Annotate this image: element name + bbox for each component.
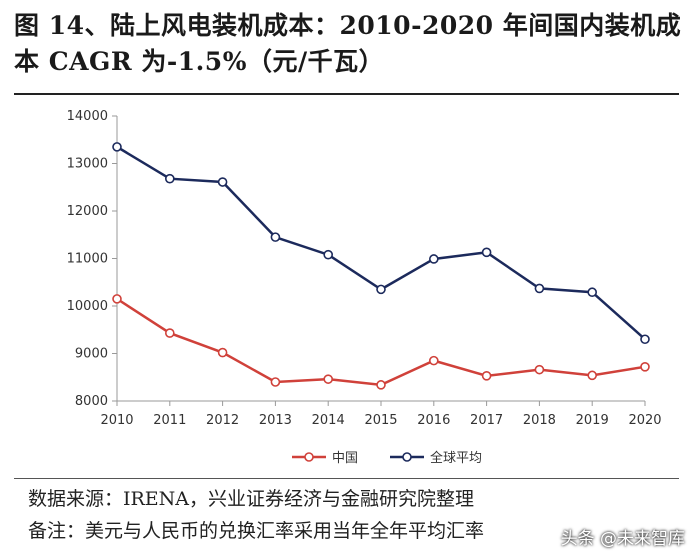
y-tick-label: 9000 [75, 347, 108, 362]
data-point-global-average [428, 254, 439, 264]
data-point-global-average [587, 287, 598, 298]
footnote: 备注：美元与人民币的兑换汇率采用当年全年平均汇率 [28, 520, 485, 542]
data-point-china [640, 361, 650, 372]
watermark: 头条 @未来智库 [560, 529, 685, 549]
data-point-global-average [323, 249, 334, 260]
data-point-global-average [217, 177, 228, 187]
y-tick-label: 14000 [67, 109, 108, 124]
data-point-global-average [534, 283, 545, 294]
legend-label-global-average: 全球平均 [430, 450, 482, 466]
legend-label-china: 中国 [332, 451, 358, 466]
data-point-china [165, 328, 175, 338]
data-point-china [270, 377, 281, 387]
data-point-global-average [112, 142, 122, 152]
x-tick-label: 2012 [206, 413, 239, 428]
data-point-china [481, 371, 492, 381]
data-point-global-average [270, 232, 281, 242]
x-tick-label: 2017 [470, 413, 503, 428]
x-tick-label: 2018 [523, 413, 556, 428]
data-point-global-average [640, 334, 650, 345]
legend-marker-china [304, 452, 314, 462]
x-tick-label: 2015 [364, 413, 397, 428]
chart-legend: 中国 全球平均 [292, 450, 482, 466]
chart-title: 图 14、陆上风电装机成本：2010-2020 年间国内装机成本 CAGR 为-… [14, 11, 682, 76]
title-divider [14, 93, 679, 95]
x-tick-label: 2013 [259, 413, 292, 428]
y-tick-label: 11000 [67, 252, 108, 267]
x-tick-label: 2014 [312, 413, 345, 428]
line-chart: 8000 9000 10000 11000 12000 13000 14000 2010 201… [67, 109, 662, 466]
data-point-china [376, 380, 386, 390]
x-tick-label: 2019 [576, 413, 609, 428]
x-tick-label: 2020 [628, 413, 661, 428]
x-tick-label: 2016 [417, 413, 450, 428]
data-point-global-average [165, 173, 175, 184]
data-point-china [428, 355, 439, 366]
data-point-china [587, 370, 598, 381]
x-tick-label: 2010 [100, 413, 133, 428]
chart-axes: 8000 9000 10000 11000 12000 13000 14000 2010 201… [67, 109, 662, 428]
y-tick-label: 10000 [67, 299, 108, 314]
y-tick-label: 8000 [75, 394, 108, 409]
footer-divider [14, 478, 679, 479]
data-point-china [534, 364, 545, 375]
legend-marker-global-average [402, 452, 412, 462]
data-source: 数据来源：IRENA，兴业证券经济与金融研究院整理 [28, 488, 475, 510]
y-tick-label: 13000 [67, 157, 108, 172]
series-line-global-average [116, 145, 646, 341]
data-point-china [112, 294, 122, 304]
x-tick-label: 2011 [153, 413, 186, 428]
data-point-china [217, 347, 228, 358]
y-tick-label: 12000 [67, 204, 108, 219]
data-point-global-average [481, 247, 492, 258]
chart-series [112, 142, 650, 390]
data-point-china [323, 374, 334, 384]
series-line-china [116, 297, 646, 387]
data-point-global-average [376, 284, 386, 295]
